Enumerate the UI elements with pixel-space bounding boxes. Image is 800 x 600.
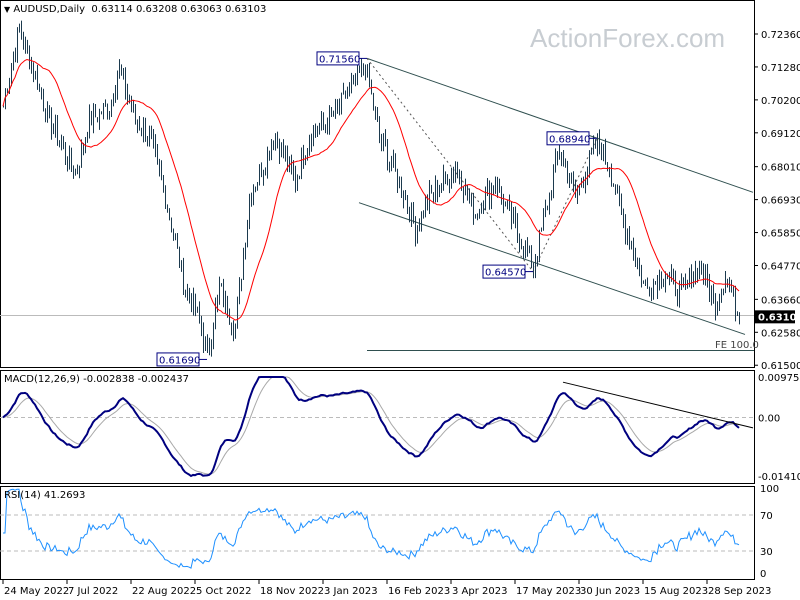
annotation-label: 0.64570 <box>485 268 526 279</box>
macd-panel-frame <box>0 370 755 484</box>
macd-header: MACD(12,26,9) -0.002838 -0.002437 <box>4 374 189 385</box>
current-price-tag <box>755 310 795 324</box>
annotation-label: 0.61690 <box>159 355 200 366</box>
moving-average-line <box>2 58 740 321</box>
date-tick-label: 24 May 2022 <box>4 586 69 597</box>
ohlc-values: 0.63114 0.63208 0.63063 0.63103 <box>91 4 267 15</box>
macd-signal-line <box>2 376 740 475</box>
channel-upper-line <box>366 57 754 193</box>
date-tick-label: 16 Feb 2023 <box>388 586 450 597</box>
date-tick-label: 15 Aug 2023 <box>644 586 708 597</box>
macd-line <box>2 376 740 478</box>
rsi-line <box>3 488 740 569</box>
annotation-box <box>316 51 360 66</box>
macd-trendline <box>562 381 754 429</box>
fe-label: FE 100.0 <box>715 340 759 351</box>
date-tick-label: 22 Aug 2022 <box>132 586 196 597</box>
price-tick-label: 0.66930 <box>761 196 800 207</box>
rsi-tick-label: 100 <box>760 484 779 495</box>
annotation-box <box>546 131 590 146</box>
price-tick-label: 0.71280 <box>761 63 800 74</box>
macd-tick-label: -0.014107 <box>758 472 800 483</box>
dropdown-triangle-icon[interactable]: ▼ <box>4 5 11 14</box>
macd-tick-label: 0.009751 <box>758 373 800 384</box>
date-tick-label: 30 Jun 2023 <box>580 586 640 597</box>
date-tick-label: 3 Jan 2023 <box>324 586 378 597</box>
rsi-header: RSI(14) 41.2693 <box>4 490 86 501</box>
chart-header: ▼ AUDUSD,Daily 0.63114 0.63208 0.63063 0… <box>4 4 266 15</box>
date-tick-label: 5 Oct 2022 <box>196 586 251 597</box>
channel-lower-line <box>358 202 746 335</box>
price-tick-label: 0.64770 <box>761 261 800 272</box>
price-panel-frame <box>0 0 755 368</box>
price-tick-label: 0.61500 <box>761 361 800 372</box>
symbol-label: AUDUSD,Daily <box>13 4 86 15</box>
rsi-panel: 100 70 30 0 <box>0 484 779 580</box>
price-tick-label: 0.62580 <box>761 328 800 339</box>
annotation-box <box>482 264 526 279</box>
date-tick-label: 7 Jul 2022 <box>68 586 118 597</box>
price-panel: ActionForex.com FE 100.0 0.71560 0.64570 0.… <box>0 0 800 372</box>
rsi-panel-frame <box>0 486 755 580</box>
annotation-label: 0.71560 <box>319 54 360 65</box>
date-tick-label: 17 May 2023 <box>516 586 581 597</box>
price-tick-label: 0.65850 <box>761 229 800 240</box>
watermark: ActionForex.com <box>530 23 725 53</box>
price-tick-label: 0.68010 <box>761 163 800 174</box>
macd-panel: 0.009751 0.00 -0.014107 <box>0 370 800 484</box>
price-tick-label: 0.69120 <box>761 129 800 140</box>
rsi-tick-label: 70 <box>760 511 773 522</box>
rsi-tick-label: 30 <box>760 547 773 558</box>
price-tick-label: 0.63660 <box>761 295 800 306</box>
price-tick-label: 0.72360 <box>761 30 800 41</box>
rsi-tick-label: 0 <box>760 569 766 580</box>
date-tick-label: 28 Sep 2023 <box>708 586 771 597</box>
zigzag-dashed-line <box>366 58 598 273</box>
annotation-label: 0.68940 <box>549 134 590 145</box>
macd-tick-label: 0.00 <box>758 413 780 424</box>
date-tick-label: 18 Nov 2022 <box>260 586 324 597</box>
date-tick-label: 3 Apr 2023 <box>452 586 507 597</box>
annotation-box <box>156 352 200 367</box>
price-tick-label: 0.70200 <box>761 96 800 107</box>
current-price-label: 0.63103 <box>758 312 800 323</box>
